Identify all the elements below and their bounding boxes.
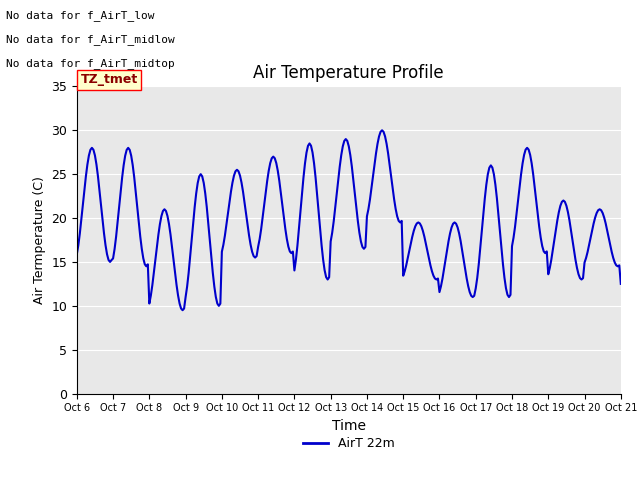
X-axis label: Time: Time <box>332 419 366 433</box>
Text: TZ_tmet: TZ_tmet <box>81 73 138 86</box>
Legend: AirT 22m: AirT 22m <box>298 432 399 455</box>
Y-axis label: Air Termperature (C): Air Termperature (C) <box>33 176 45 304</box>
Text: No data for f_AirT_midlow: No data for f_AirT_midlow <box>6 34 175 45</box>
Title: Air Temperature Profile: Air Temperature Profile <box>253 64 444 82</box>
Text: No data for f_AirT_low: No data for f_AirT_low <box>6 10 155 21</box>
Text: No data for f_AirT_midtop: No data for f_AirT_midtop <box>6 58 175 69</box>
